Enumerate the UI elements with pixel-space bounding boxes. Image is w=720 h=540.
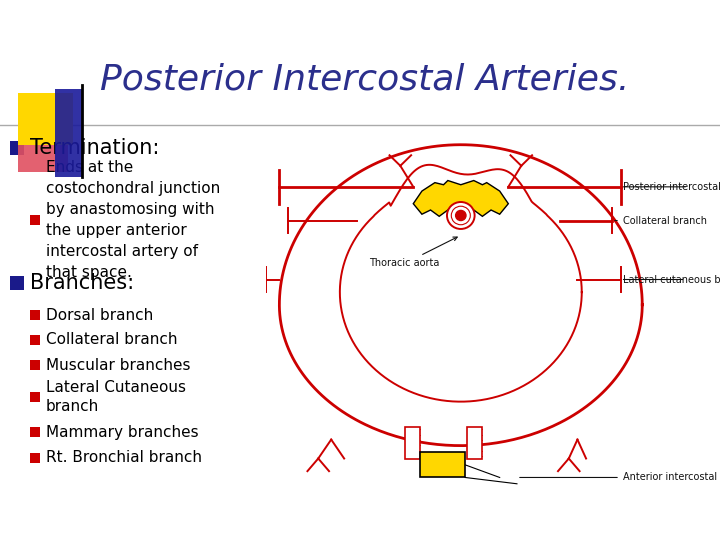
Bar bbox=[405, 427, 420, 458]
Bar bbox=[18, 130, 68, 172]
Circle shape bbox=[456, 211, 466, 220]
Text: Thoracic aorta: Thoracic aorta bbox=[369, 237, 457, 268]
Bar bbox=[10, 276, 24, 290]
Text: Termination:: Termination: bbox=[30, 138, 159, 158]
Bar bbox=[467, 427, 482, 458]
Text: Muscular branches: Muscular branches bbox=[46, 357, 191, 373]
Bar bbox=[30, 335, 40, 345]
Bar bbox=[18, 93, 73, 145]
Bar bbox=[30, 360, 40, 370]
Text: Dorsal branch: Dorsal branch bbox=[46, 307, 153, 322]
Text: Rt. Bronchial branch: Rt. Bronchial branch bbox=[46, 450, 202, 465]
Bar bbox=[30, 427, 40, 437]
Text: Anterior intercostal arteries: Anterior intercostal arteries bbox=[520, 472, 720, 482]
Text: Collateral branch: Collateral branch bbox=[615, 215, 707, 226]
Bar bbox=[30, 215, 40, 225]
Bar bbox=[55, 89, 83, 177]
Bar bbox=[10, 141, 24, 155]
Bar bbox=[420, 452, 465, 477]
Text: Posterior intercostal artery: Posterior intercostal artery bbox=[623, 182, 720, 192]
Circle shape bbox=[447, 202, 474, 229]
Text: Ends at the
costochondral junction
by anastomosing with
the upper anterior
inter: Ends at the costochondral junction by an… bbox=[46, 160, 220, 280]
Text: Lateral Cutaneous
branch: Lateral Cutaneous branch bbox=[46, 380, 186, 414]
Bar bbox=[30, 392, 40, 402]
Polygon shape bbox=[413, 180, 508, 217]
Text: Collateral branch: Collateral branch bbox=[46, 333, 178, 348]
Text: Posterior Intercostal Arteries.: Posterior Intercostal Arteries. bbox=[100, 63, 629, 97]
Bar bbox=[30, 453, 40, 463]
Text: Mammary branches: Mammary branches bbox=[46, 424, 199, 440]
Bar bbox=[30, 310, 40, 320]
Text: Branches:: Branches: bbox=[30, 273, 134, 293]
Text: Lateral cutaneous branch: Lateral cutaneous branch bbox=[623, 274, 720, 285]
